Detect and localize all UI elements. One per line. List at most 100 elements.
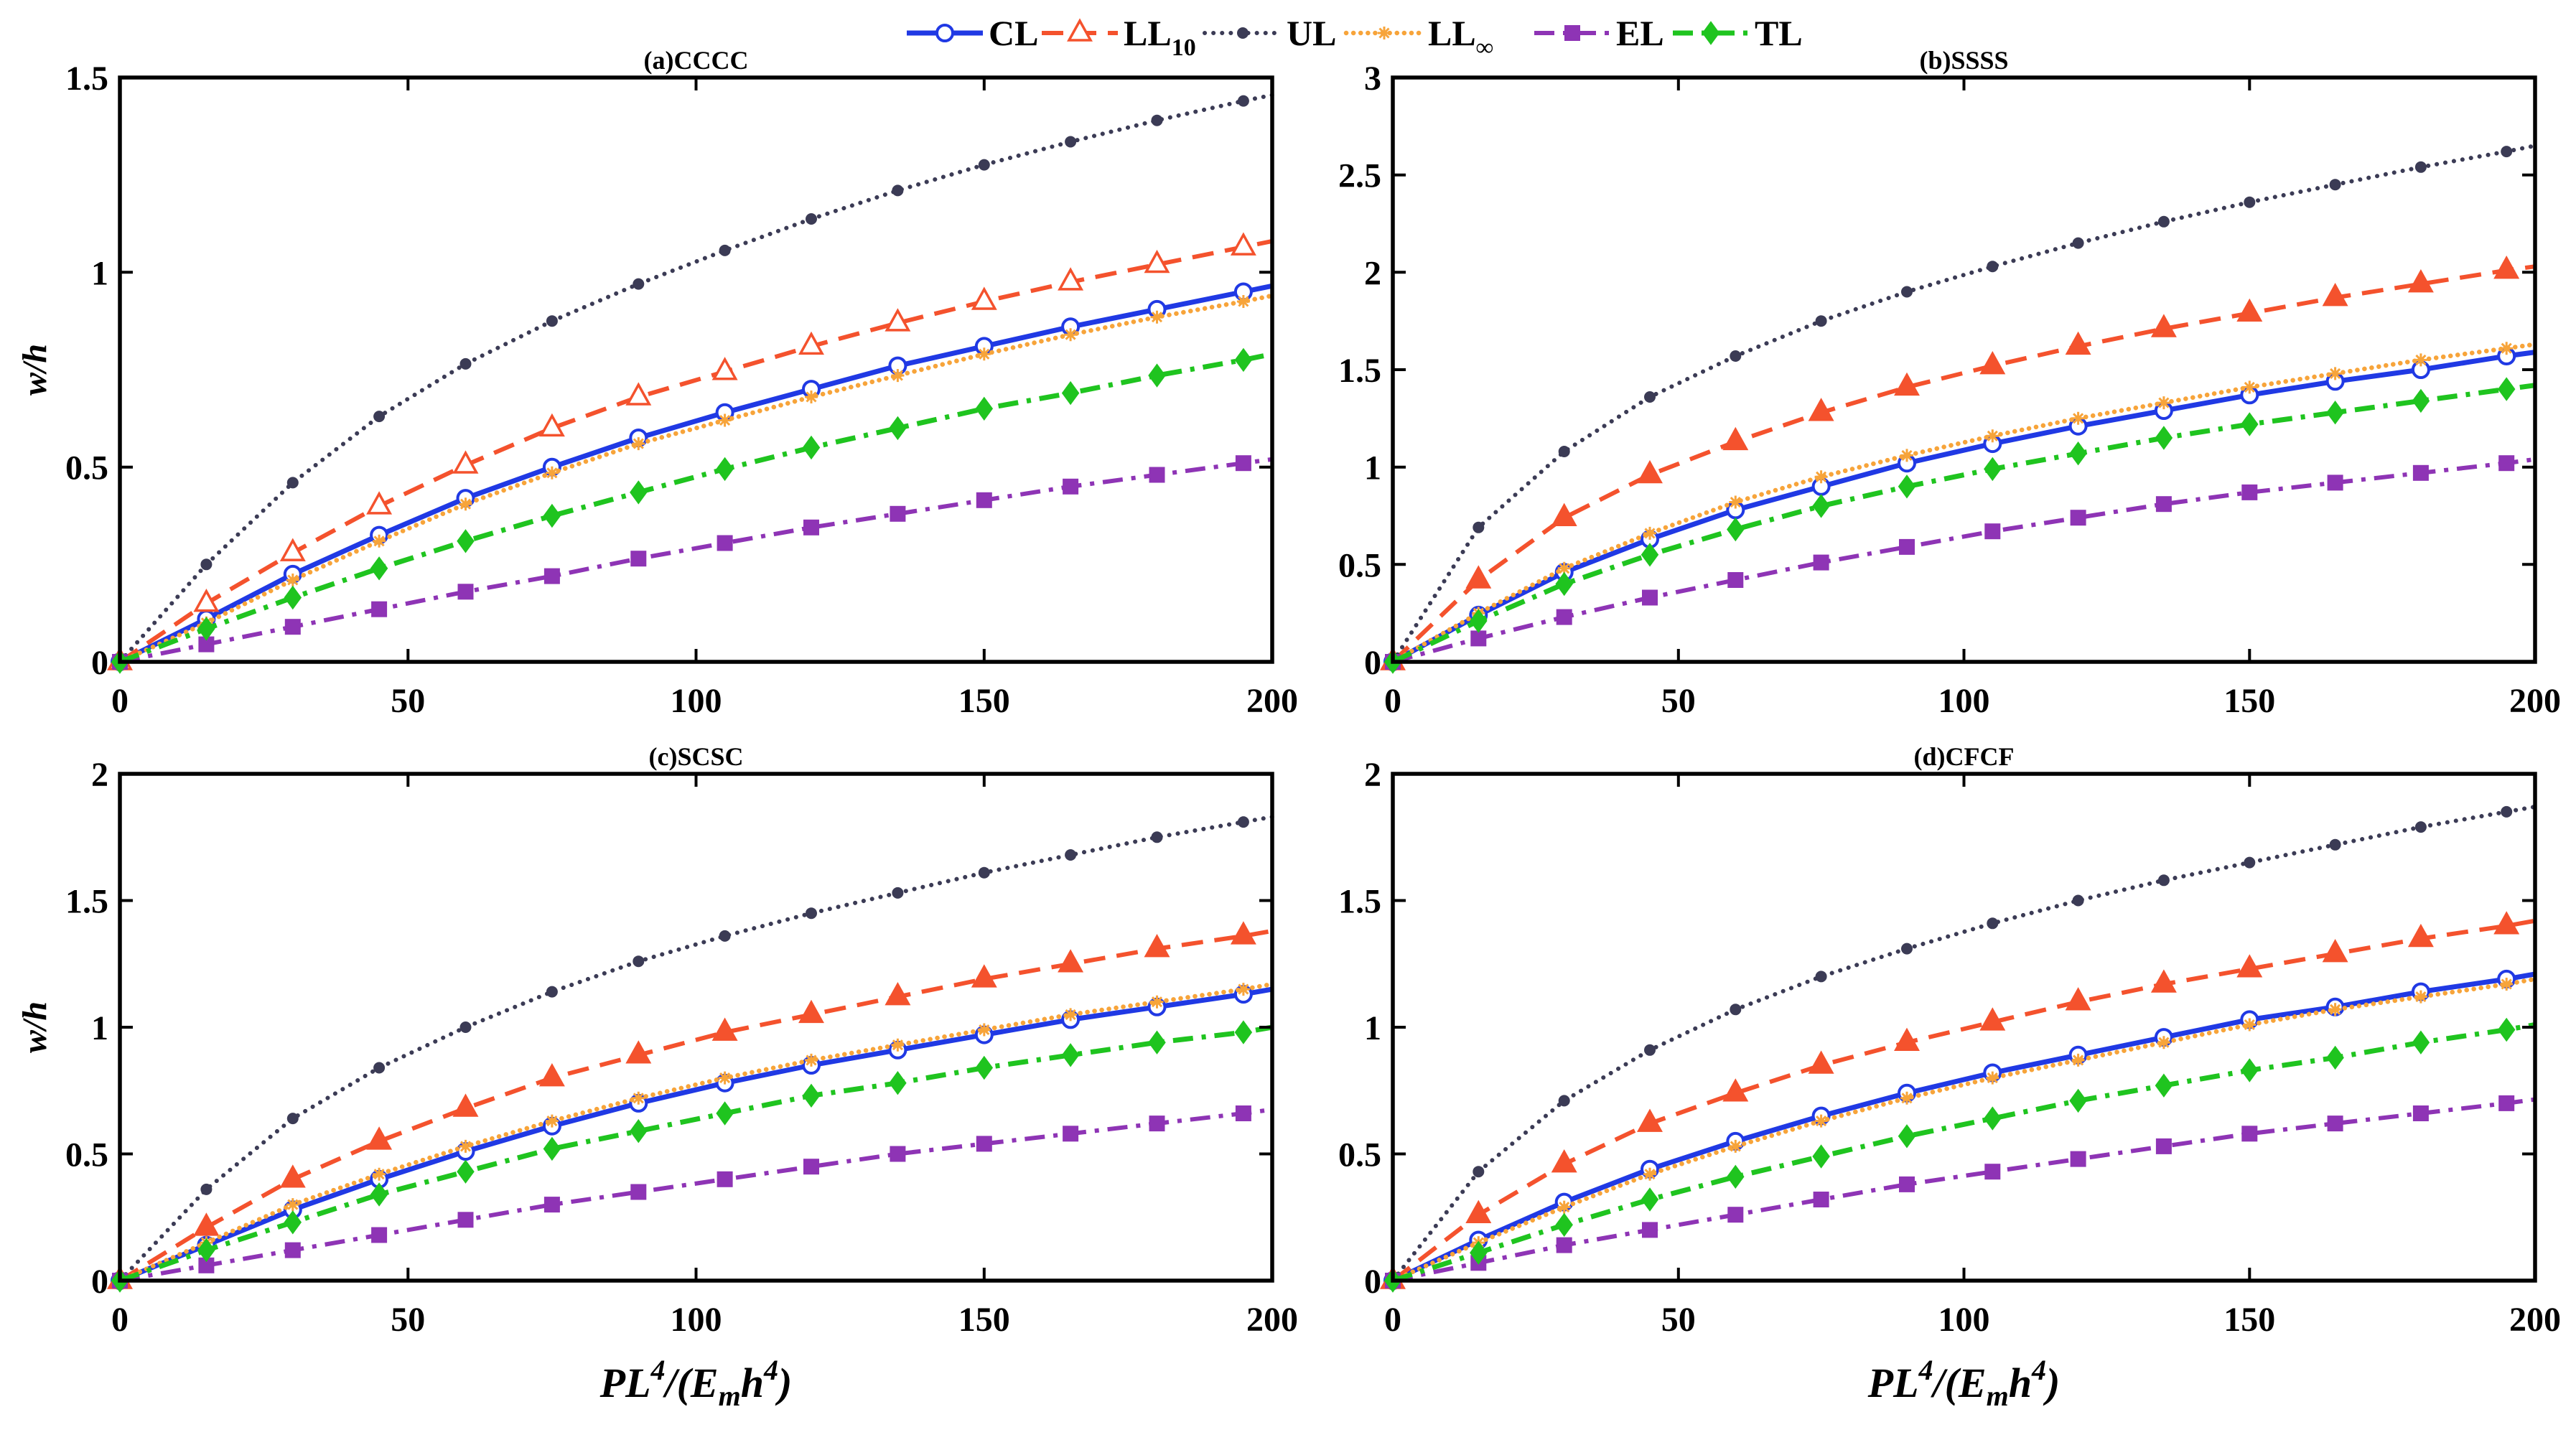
marker-tl (889, 1071, 907, 1095)
marker-tl (2497, 377, 2516, 401)
marker-tl (802, 435, 821, 460)
x-axis-label: PL4/(Emh4) (599, 1354, 793, 1412)
marker-el (1727, 572, 1744, 588)
series-line-ll10 (1391, 918, 2536, 1283)
marker-llinf (1150, 995, 1164, 1009)
series-line-ul (1391, 144, 2537, 664)
panel-title: (c)SCSC (649, 742, 744, 771)
marker-llinf (459, 497, 472, 511)
marker-el (717, 535, 733, 551)
marker-el (1235, 455, 1251, 472)
y-tick-label: 1 (1364, 1009, 1381, 1047)
marker-ll10 (2407, 923, 2434, 948)
marker-ll10 (1551, 502, 1577, 526)
marker-ll10 (798, 999, 824, 1024)
marker-el (1899, 1176, 1915, 1192)
marker-el (2155, 496, 2172, 513)
marker-ll10 (1808, 1050, 1834, 1074)
legend-label-text: TL (1755, 13, 1803, 53)
marker-llinf (632, 1091, 645, 1105)
legend-label-text: UL (1287, 13, 1336, 53)
y-tick-label: 1 (91, 254, 108, 292)
legend-label-ll10: LL10 (1124, 13, 1196, 61)
marker-ul (2157, 874, 2170, 887)
y-tick-label: 2 (1364, 254, 1381, 292)
marker-llinf (1729, 1139, 1742, 1153)
marker-tl (284, 585, 302, 610)
marker-el (1556, 609, 1572, 625)
marker-llinf (2328, 1003, 2342, 1016)
legend-label-subscript: 10 (1172, 34, 1196, 61)
marker-llinf (545, 466, 559, 480)
marker-el (630, 551, 647, 567)
marker-tl (1061, 380, 1080, 406)
legend-label-ul: UL (1287, 13, 1336, 53)
x-tick-label: 150 (2223, 682, 2275, 720)
legend-label-tl: TL (1755, 13, 1803, 53)
marker-ll10 (1230, 232, 1256, 256)
marker-el (2412, 464, 2429, 481)
y-tick-label: 1 (91, 1009, 108, 1047)
series-ul (1387, 804, 2537, 1286)
marker-ll10 (1894, 372, 1920, 396)
panel-b: 0 50 100 150 200 0 0.5 1 1.5 2 2.5 3 (b)SSSS (1338, 46, 2561, 720)
marker-llinf (977, 1023, 991, 1037)
series-ul (114, 815, 1274, 1286)
legend-item-cl: CL (907, 13, 1038, 53)
marker-ul (1815, 971, 1827, 983)
marker-llinf (1814, 470, 1828, 484)
marker-ll10 (1144, 933, 1170, 958)
marker-llinf (1150, 310, 1164, 324)
marker-ll10 (2322, 282, 2348, 307)
marker-llinf (2500, 342, 2514, 355)
marker-el (2412, 1105, 2429, 1121)
marker-ul (2244, 856, 2256, 869)
marker-tl (1727, 517, 1745, 542)
marker-tl (197, 1238, 215, 1263)
marker-ll10 (452, 450, 479, 474)
marker-el (890, 1146, 906, 1162)
marker-tl (1061, 1043, 1080, 1067)
marker-ll10 (279, 538, 306, 561)
marker-ll10 (1722, 1078, 1749, 1102)
marker-llinf (2243, 1018, 2257, 1032)
marker-el (803, 1159, 819, 1175)
marker-ll10 (1894, 1027, 1920, 1051)
marker-ll10 (279, 1164, 306, 1188)
x-tick-label: 200 (2509, 1301, 2561, 1339)
x-axis-label-superscript: 4 (2031, 1354, 2046, 1386)
marker-ll10 (2322, 938, 2348, 963)
marker-ul (1151, 831, 1163, 843)
marker-tl (1984, 1106, 2002, 1131)
marker-tl (2326, 401, 2344, 425)
x-tick-label: 150 (958, 682, 1010, 720)
marker-tl (1555, 1212, 1573, 1237)
x-tick-label: 0 (1384, 682, 1401, 720)
marker-el (1063, 478, 1079, 495)
marker-ll10 (193, 1212, 220, 1236)
legend-marker-ll10 (1067, 18, 1093, 42)
series-tl (111, 347, 1273, 674)
marker-ul (2072, 894, 2084, 907)
series-line-ul (118, 815, 1274, 1283)
marker-ul (1151, 114, 1163, 126)
legend-label-cl: CL (989, 13, 1038, 53)
x-tick-label: 100 (671, 682, 722, 720)
y-tick-label: 1.5 (1338, 352, 1381, 390)
marker-el (284, 619, 301, 635)
x-axis-label-superscript: 4 (763, 1354, 778, 1386)
legend-marker-el (1564, 25, 1580, 41)
marker-llinf (891, 369, 905, 383)
marker-el (284, 1242, 301, 1258)
panel-a: 0 50 100 150 200 0 0.5 1 1.5 (a)CCCC w/h (16, 46, 1298, 720)
marker-llinf (2157, 1036, 2170, 1049)
marker-ll10 (1979, 1007, 2006, 1031)
y-tick-label: 0.5 (1338, 1136, 1381, 1174)
marker-tl (2155, 426, 2173, 450)
legend-marker-cl (935, 24, 954, 42)
y-tick-label: 0.5 (1338, 546, 1381, 584)
marker-tl (2069, 441, 2087, 466)
y-tick-label: 0.5 (65, 449, 108, 487)
legend-label-text: LL (1124, 13, 1172, 53)
